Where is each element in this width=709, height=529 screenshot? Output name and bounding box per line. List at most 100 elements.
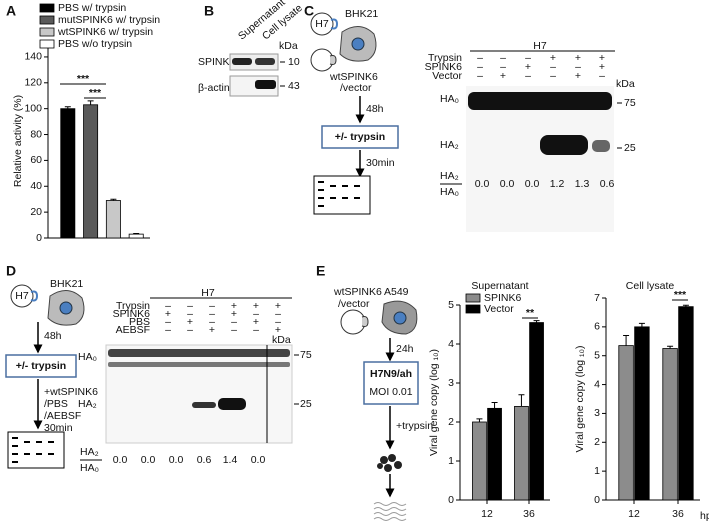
host-label: BHK21 (345, 8, 378, 20)
lane-sign: + (500, 70, 506, 82)
panel-label: E (316, 263, 325, 279)
blot-band (108, 349, 290, 357)
legend-label: Vector (484, 303, 514, 315)
y-tick-label: 80 (30, 128, 42, 140)
panel-d-blot: H7 kDa HA₀ HA₂ 75 25 HA₂ HA₀ (78, 287, 312, 474)
construct-label: /vector (338, 298, 370, 310)
error-bar (518, 394, 525, 407)
lane-sign: – (275, 308, 281, 320)
legend-label: wtSPINK6 w/ trypsin (57, 26, 153, 38)
virus-icon (377, 454, 402, 472)
kda-marker: 75 (300, 349, 312, 361)
rna-icon (373, 502, 407, 521)
bar (662, 348, 678, 501)
lane-sign: – (575, 61, 581, 73)
x-tick-label: 36 (672, 508, 684, 520)
error-bar (667, 345, 674, 349)
row-label: SPINK6 (198, 56, 236, 68)
step-label: 30min (44, 422, 73, 434)
ratio-label: HA₂ (440, 170, 459, 182)
lane-sign: – (275, 316, 281, 328)
x-tick-label: 12 (481, 508, 493, 520)
kda-label: kDa (272, 334, 291, 346)
plasmid (329, 55, 337, 65)
error-bar (682, 304, 689, 307)
lane-sign: – (500, 61, 506, 73)
lane-sign: + (575, 70, 581, 82)
construct-label: /vector (340, 82, 372, 94)
blot (466, 86, 614, 232)
lane-sign: – (187, 308, 193, 320)
significance-label: *** (674, 289, 687, 301)
kda-marker: 25 (300, 398, 312, 410)
blot-band (255, 80, 276, 89)
blot-band (218, 398, 246, 410)
y-tick-label: 4 (448, 338, 454, 350)
step-label: MOI 0.01 (369, 386, 412, 398)
y-tick-label: 20 (30, 206, 42, 218)
step-label: 30min (366, 157, 395, 169)
panel-e-scheme: wtSPINK6 A549 /vector 24h H7N9/ah MOI 0.… (333, 286, 433, 521)
y-tick-label: 140 (24, 51, 42, 63)
band-label: HA₂ (440, 139, 459, 151)
ratio-label: HA₀ (80, 462, 99, 474)
lane-sign: – (209, 308, 215, 320)
lane-sign: + (187, 316, 193, 328)
significance-label: *** (89, 87, 102, 99)
legend-swatch (465, 293, 481, 303)
legend-swatch (465, 304, 481, 314)
error-bar (491, 402, 498, 409)
plasmid (361, 316, 369, 327)
kda-marker: 25 (624, 142, 636, 154)
nucleus (351, 37, 365, 51)
y-tick-label: 2 (594, 436, 600, 448)
ratio-label: HA₀ (440, 186, 459, 198)
lane-sign: – (253, 324, 259, 336)
y-tick-label: 100 (24, 102, 42, 114)
y-tick-label: 2 (448, 416, 454, 428)
lane-sign: + (231, 308, 237, 320)
step-box (321, 125, 399, 149)
construct-label: wtSPINK6 (333, 286, 382, 298)
blot-band (540, 135, 588, 155)
lane-sign: – (599, 70, 605, 82)
x-tick-label: 12 (628, 508, 640, 520)
lane-sign: – (209, 300, 215, 312)
legend-label: mutSPINK6 w/ trypsin (58, 14, 160, 26)
lane-sign: – (187, 324, 193, 336)
y-tick-label: 7 (594, 292, 600, 304)
step-box (5, 354, 77, 378)
y-tick-label: 0 (448, 494, 454, 506)
panel-d-scheme: H7 BHK21 48h +/- trypsin +wtSPINK6 /PBS … (5, 278, 98, 469)
lane-label: SPINK6 (113, 308, 151, 320)
step-label: +wtSPINK6 (44, 386, 98, 398)
lane-label: PBS (129, 316, 150, 328)
bar (618, 345, 634, 501)
step-label: 48h (44, 330, 62, 342)
legend-swatch (39, 15, 55, 25)
panel-label: B (204, 3, 214, 19)
step-label: 48h (366, 103, 384, 115)
blot-band (592, 140, 610, 152)
ratio-value: 0.0 (251, 454, 266, 466)
lane-sign: – (165, 300, 171, 312)
band-label: HA₂ (78, 398, 97, 410)
significance-label: ** (526, 307, 535, 319)
kda-label: kDa (279, 40, 298, 52)
legend-label: SPINK6 (484, 292, 522, 304)
lane-sign: – (477, 61, 483, 73)
blot-band (232, 58, 252, 65)
ratio-value: 0.6 (600, 178, 615, 190)
lane-sign: + (253, 300, 259, 312)
blot (105, 344, 293, 444)
plasmid (30, 290, 39, 302)
legend-swatch (39, 27, 55, 37)
x-tick-label: 36 (523, 508, 535, 520)
bar (60, 108, 76, 239)
lane-sign: – (500, 52, 506, 64)
host-label: A549 (384, 286, 409, 298)
lane-sign: – (477, 70, 483, 82)
y-tick-label: 6 (594, 321, 600, 333)
ratio-value: 1.3 (575, 178, 590, 190)
